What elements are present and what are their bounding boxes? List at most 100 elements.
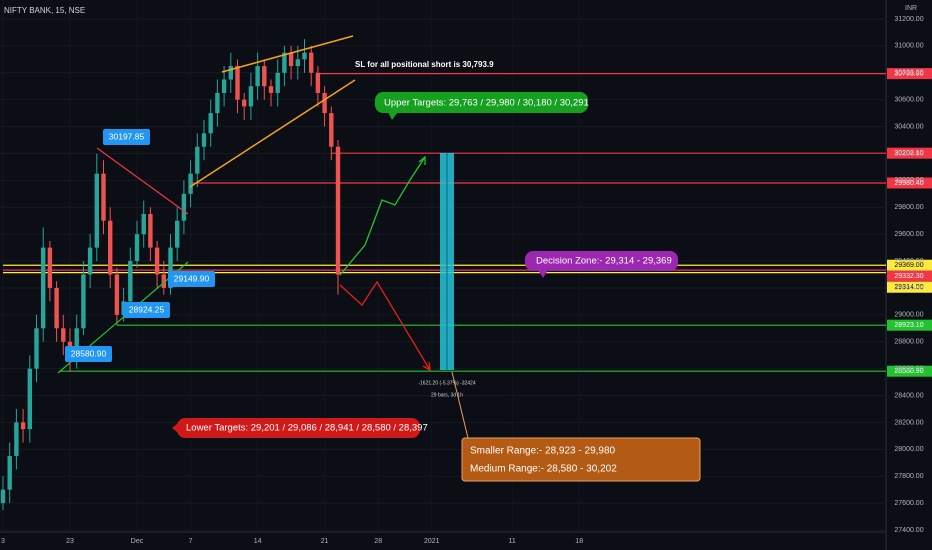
x-tick-label: Dec xyxy=(131,538,144,545)
y-tick-label: 28800.00 xyxy=(894,339,923,346)
sl-note: SL for all positional short is 30,793.9 xyxy=(355,60,494,69)
candle-body xyxy=(282,52,287,73)
price-callout xyxy=(103,129,150,145)
callout-tail xyxy=(172,420,182,436)
candle-body xyxy=(262,66,267,87)
candle-body xyxy=(242,99,247,107)
trend-line xyxy=(221,35,354,73)
measure-text: -1621.20 (-5.37%) -32424 xyxy=(418,380,475,386)
level-tag xyxy=(887,319,932,331)
candle-body xyxy=(61,328,66,342)
callout-box xyxy=(177,418,420,438)
price-callout-text: 28580.90 xyxy=(71,348,107,358)
candle-body xyxy=(168,247,173,288)
level-tag xyxy=(887,281,932,293)
y-tick-label: 31200.00 xyxy=(894,16,923,23)
candle-body xyxy=(161,274,166,288)
drawings xyxy=(57,35,454,374)
candle-body xyxy=(141,213,146,235)
candle-body xyxy=(329,113,334,147)
candle-body xyxy=(302,52,307,60)
candle-body xyxy=(335,146,341,275)
range-panel xyxy=(461,437,701,482)
y-tick-label: 28000.00 xyxy=(894,446,923,453)
price-callout-text: 30197.85 xyxy=(109,131,145,141)
y-tick-label: 31000.00 xyxy=(894,43,923,50)
level-tag xyxy=(887,147,932,159)
x-tick-label: 21 xyxy=(321,538,329,545)
level-label: 30202.10 xyxy=(894,150,923,157)
y-tick-label: 27800.00 xyxy=(894,473,923,480)
candle-body xyxy=(188,173,193,194)
candle-body xyxy=(87,247,93,275)
trend-line xyxy=(189,79,356,188)
level-tag xyxy=(887,177,932,189)
price-labels: 30793.90 30202.10 29980.40 29369.00 29332.30… xyxy=(887,68,932,377)
arrow-head xyxy=(418,155,426,165)
y-tick-label: 28400.00 xyxy=(894,392,923,399)
candle-body xyxy=(315,72,321,93)
x-tick-label: 3 xyxy=(1,538,5,545)
candle-body xyxy=(295,59,300,67)
y-tick-label: 27600.00 xyxy=(894,500,923,507)
candle-body xyxy=(7,456,12,490)
y-tick-label: 27400.00 xyxy=(894,527,923,534)
callout-text: Lower Targets: 29,201 / 29,086 / 28,941 … xyxy=(186,423,428,434)
y-tick-label: 28600.00 xyxy=(894,365,923,372)
projection-up xyxy=(339,156,426,276)
price-callout xyxy=(168,271,215,287)
candle-body xyxy=(74,328,79,362)
candle-body xyxy=(288,52,294,67)
callout-text: Upper Targets: 29,763 / 29,980 / 30,180 … xyxy=(384,98,589,109)
trend-line xyxy=(96,147,189,215)
callout-tail xyxy=(388,112,398,120)
candle-body xyxy=(41,247,46,329)
candle-body xyxy=(268,86,274,93)
y-tick-label: 28200.00 xyxy=(894,419,923,426)
candle-body xyxy=(0,489,6,504)
candle-body xyxy=(255,66,260,87)
candle-body xyxy=(128,261,133,302)
candle-body xyxy=(175,220,180,248)
level-tag xyxy=(887,365,932,377)
level-label: 29369.00 xyxy=(894,262,923,269)
candle-body xyxy=(195,146,200,174)
candle-body xyxy=(101,173,106,221)
axes: 27400.00 27600.00 27800.00 28000.00 28200.00… xyxy=(1,16,924,545)
candle-body xyxy=(47,247,53,288)
candle-body xyxy=(154,247,160,275)
candle-body xyxy=(34,328,39,369)
candle-body xyxy=(20,422,26,430)
candle-body xyxy=(114,274,120,315)
candle-body xyxy=(228,66,233,80)
price-callout-text: 28924.25 xyxy=(129,304,165,314)
candle-body xyxy=(215,92,220,114)
candle-body xyxy=(275,72,280,93)
x-tick-label: 11 xyxy=(509,538,516,545)
upper-callout: Upper Targets: 29,763 / 29,980 / 30,180 … xyxy=(375,92,589,120)
candle-body xyxy=(54,287,59,329)
price-callout xyxy=(65,346,112,362)
candle-body xyxy=(148,213,153,248)
range-text: Smaller Range:- 28,923 - 29,980 xyxy=(470,446,616,457)
decision-callout: Decision Zone:- 29,314 - 29,369 xyxy=(525,251,678,278)
y-tick-label: 29800.00 xyxy=(894,204,923,211)
callout-text: Decision Zone:- 29,314 - 29,369 xyxy=(536,256,672,267)
candle-body xyxy=(181,193,187,221)
candle-body xyxy=(201,133,207,147)
candle-body xyxy=(108,220,113,275)
projection-down xyxy=(339,280,431,371)
candle-body xyxy=(208,113,213,134)
level-tag xyxy=(887,68,932,80)
y-tick-label: 30000.00 xyxy=(894,177,923,184)
level-label: 30793.90 xyxy=(894,70,923,77)
lower-callout: Lower Targets: 29,201 / 29,086 / 28,941 … xyxy=(172,418,428,438)
x-tick-label: 7 xyxy=(189,538,193,545)
x-tick-label: 18 xyxy=(575,538,583,545)
candle-body xyxy=(94,173,99,248)
callout-box xyxy=(525,251,678,271)
x-tick-label: 2021 xyxy=(424,538,440,545)
level-tag xyxy=(887,270,932,282)
